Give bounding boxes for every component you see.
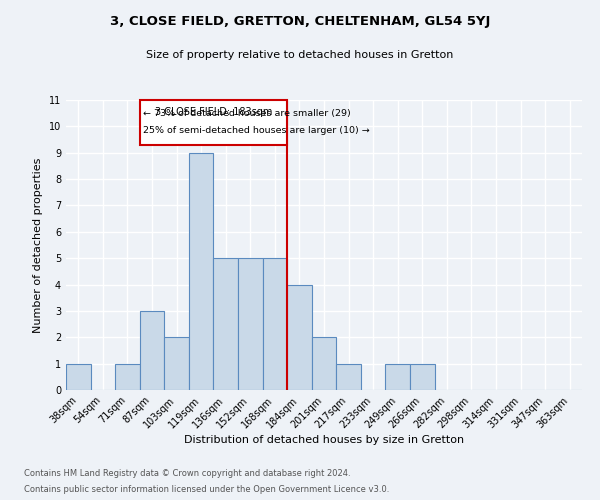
Bar xyxy=(66,364,91,390)
Bar xyxy=(410,364,434,390)
Bar xyxy=(238,258,263,390)
Bar xyxy=(287,284,312,390)
Bar xyxy=(189,152,214,390)
Bar xyxy=(385,364,410,390)
Text: Contains public sector information licensed under the Open Government Licence v3: Contains public sector information licen… xyxy=(24,485,389,494)
Text: Size of property relative to detached houses in Gretton: Size of property relative to detached ho… xyxy=(146,50,454,60)
Bar xyxy=(140,311,164,390)
Bar xyxy=(336,364,361,390)
Text: Contains HM Land Registry data © Crown copyright and database right 2024.: Contains HM Land Registry data © Crown c… xyxy=(24,468,350,477)
Bar xyxy=(312,338,336,390)
Bar xyxy=(164,338,189,390)
Text: 3 CLOSE FIELD: 183sqm: 3 CLOSE FIELD: 183sqm xyxy=(155,108,272,118)
Text: ← 73% of detached houses are smaller (29): ← 73% of detached houses are smaller (29… xyxy=(143,109,351,118)
Bar xyxy=(115,364,140,390)
Bar xyxy=(214,258,238,390)
Text: 25% of semi-detached houses are larger (10) →: 25% of semi-detached houses are larger (… xyxy=(143,126,370,136)
Bar xyxy=(263,258,287,390)
FancyBboxPatch shape xyxy=(140,100,287,145)
Text: 3, CLOSE FIELD, GRETTON, CHELTENHAM, GL54 5YJ: 3, CLOSE FIELD, GRETTON, CHELTENHAM, GL5… xyxy=(110,15,490,28)
X-axis label: Distribution of detached houses by size in Gretton: Distribution of detached houses by size … xyxy=(184,436,464,446)
Y-axis label: Number of detached properties: Number of detached properties xyxy=(34,158,43,332)
